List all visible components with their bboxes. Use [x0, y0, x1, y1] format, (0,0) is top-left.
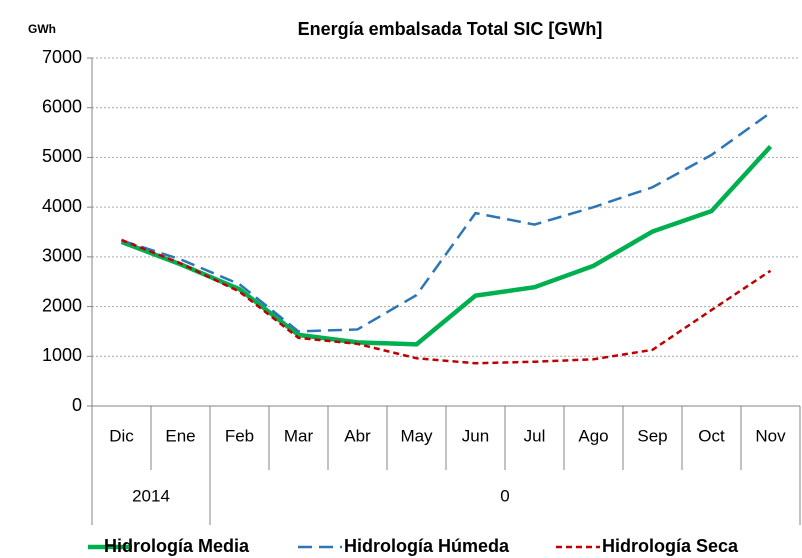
x-tick-label: Feb [225, 426, 254, 445]
series-line [120, 144, 773, 347]
y-tick-label: 0 [72, 395, 82, 415]
y-tick-label: 1000 [42, 345, 82, 365]
y-tick-label: 4000 [42, 196, 82, 216]
x-tick-label: Ago [578, 426, 608, 445]
chart-title: Energía embalsada Total SIC [GWh] [298, 19, 603, 39]
series-line [121, 111, 772, 333]
x-tick-label: Mar [284, 426, 314, 445]
x-tick-label: Nov [755, 426, 786, 445]
x-tick-label: Abr [344, 426, 371, 445]
y-tick-label: 3000 [42, 246, 82, 266]
legend-label: Hidrología Húmeda [344, 536, 510, 556]
x-tick-label: Sep [637, 426, 667, 445]
x-tick-label: Jul [524, 426, 546, 445]
legend-label: Hidrología Media [104, 536, 250, 556]
x-tick-label: Jun [462, 426, 489, 445]
x-tick-label: May [400, 426, 433, 445]
x-tick-label: Ene [165, 426, 195, 445]
x-tick-label: Dic [109, 426, 134, 445]
series-line [121, 238, 772, 365]
group-label: 0 [500, 486, 509, 505]
x-tick-label: Oct [698, 426, 725, 445]
group-label: 2014 [132, 486, 170, 505]
legend-label: Hidrología Seca [602, 536, 739, 556]
y-tick-label: 6000 [42, 96, 82, 116]
y-axis-label: GWh [28, 22, 56, 36]
y-tick-label: 2000 [42, 295, 82, 315]
y-tick-label: 7000 [42, 47, 82, 67]
y-tick-label: 5000 [42, 146, 82, 166]
